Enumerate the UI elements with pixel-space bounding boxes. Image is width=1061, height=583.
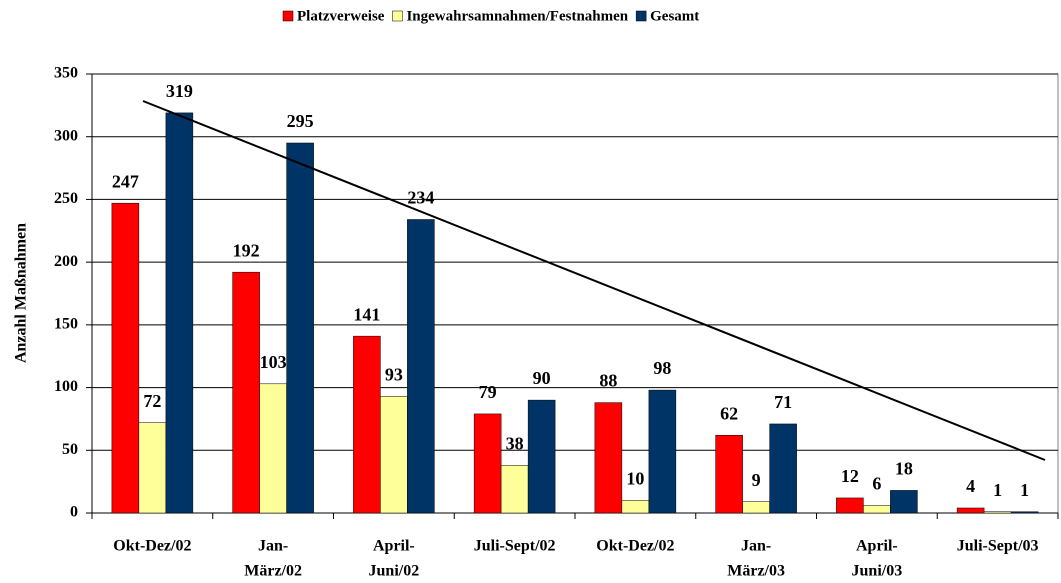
bar xyxy=(527,399,556,514)
bar xyxy=(621,500,650,514)
value-label: 98 xyxy=(653,358,671,378)
bar xyxy=(956,507,985,514)
value-label: 72 xyxy=(143,391,161,411)
x-tick-label: April- xyxy=(373,538,415,555)
bar xyxy=(863,505,891,514)
x-tick-label: Okt-Dez/02 xyxy=(113,538,191,555)
bar xyxy=(473,413,502,514)
value-label: 71 xyxy=(774,392,792,412)
value-label: 4 xyxy=(966,476,975,496)
trend-line xyxy=(142,100,1046,461)
value-label: 93 xyxy=(385,364,403,384)
value-label: 247 xyxy=(112,171,139,191)
value-label: 10 xyxy=(626,469,644,489)
bar xyxy=(111,202,140,514)
bar xyxy=(407,219,435,514)
bar xyxy=(648,389,677,514)
bar xyxy=(890,490,918,514)
bar xyxy=(1010,511,1039,514)
x-tick-label: März/02 xyxy=(244,563,302,580)
y-tick-label: 350 xyxy=(54,65,78,82)
x-tick-label: Jan- xyxy=(741,538,771,555)
x-tick-label: Juni/03 xyxy=(852,563,903,580)
y-tick-label: 300 xyxy=(54,127,78,144)
legend-label: Gesamt xyxy=(650,8,699,24)
y-tick-label: 0 xyxy=(70,504,78,521)
bar xyxy=(259,383,287,514)
value-label: 62 xyxy=(720,403,738,423)
legend-swatch xyxy=(392,10,403,22)
bar xyxy=(742,501,770,514)
value-label: 79 xyxy=(479,382,497,402)
bar xyxy=(836,497,864,514)
legend-label: Platzverweise xyxy=(297,8,385,24)
bar xyxy=(769,423,797,514)
value-label: 192 xyxy=(233,240,260,260)
x-tick-label: Jan- xyxy=(258,538,288,555)
value-label: 319 xyxy=(166,81,193,101)
bar xyxy=(380,396,408,514)
value-label: 9 xyxy=(752,470,761,490)
bar xyxy=(353,335,381,514)
x-tick-label: März/03 xyxy=(727,563,785,580)
x-tick-label: Juni/02 xyxy=(369,563,420,580)
value-label: 1 xyxy=(993,480,1002,500)
legend-label: Ingewahrsamnahmen/Festnahmen xyxy=(406,8,628,24)
value-label: 234 xyxy=(407,188,434,208)
y-tick-label: 200 xyxy=(54,253,78,270)
bar xyxy=(500,465,529,514)
bar xyxy=(594,402,623,514)
value-label: 90 xyxy=(533,368,551,388)
bar xyxy=(715,434,743,514)
x-tick-label: Okt-Dez/02 xyxy=(596,538,674,555)
y-tick-label: 250 xyxy=(54,190,78,207)
bar xyxy=(286,142,314,514)
value-label: 295 xyxy=(287,111,314,131)
x-tick-label: Juli-Sept/02 xyxy=(474,538,556,555)
value-label: 18 xyxy=(895,459,913,479)
value-label: 12 xyxy=(841,466,859,486)
value-label: 103 xyxy=(260,352,287,372)
x-tick-label: April- xyxy=(856,538,898,555)
legend-swatch xyxy=(635,10,647,22)
y-tick-label: 100 xyxy=(54,378,78,395)
y-tick-label: 50 xyxy=(62,441,78,458)
x-tick-label: Juli-Sept/03 xyxy=(957,538,1039,555)
value-label: 6 xyxy=(872,474,881,494)
value-label: 38 xyxy=(506,433,524,453)
legend-swatch xyxy=(282,10,294,22)
bar xyxy=(138,422,167,514)
value-label: 1 xyxy=(1020,480,1029,500)
bar xyxy=(232,271,260,514)
bar xyxy=(983,511,1012,514)
value-label: 88 xyxy=(599,371,617,391)
y-tick-label: 150 xyxy=(54,316,78,333)
y-axis-label: Anzahl Maßnahmen xyxy=(13,223,30,363)
bar xyxy=(165,112,194,514)
value-label: 141 xyxy=(353,304,380,324)
